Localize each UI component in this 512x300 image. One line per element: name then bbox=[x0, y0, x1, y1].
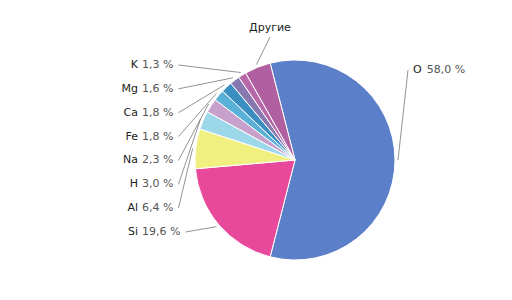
pie bbox=[195, 60, 395, 260]
value-label: 58,0 % bbox=[427, 63, 465, 76]
leader-line bbox=[185, 227, 216, 232]
leader-line bbox=[178, 78, 232, 89]
leader-line bbox=[178, 93, 216, 136]
leader-line bbox=[256, 37, 270, 64]
category-label: Na bbox=[123, 153, 138, 166]
slice bbox=[246, 63, 295, 160]
value-label: 19,6 % bbox=[142, 225, 180, 238]
leader-line bbox=[178, 104, 208, 160]
value-label: 1,3 % bbox=[142, 58, 173, 71]
category-label: H bbox=[130, 177, 138, 190]
category-label: Ca bbox=[124, 106, 138, 119]
value-label: 2,3 % bbox=[142, 153, 173, 166]
category-label: K bbox=[131, 58, 139, 71]
leader-line bbox=[178, 148, 192, 208]
leader-lines bbox=[178, 37, 408, 232]
category-label: Si bbox=[128, 225, 138, 238]
category-label: Fe bbox=[126, 130, 139, 143]
leader-line bbox=[178, 119, 200, 184]
category-label: Mg bbox=[122, 82, 138, 95]
slice bbox=[195, 160, 295, 257]
leader-line bbox=[178, 85, 224, 113]
chart: K1,3 % Mg 1,6 % Ca 1,8 %Fe1,8 % Na 2,3 % H 3,0 %… bbox=[0, 0, 512, 300]
value-label: 1,6 % bbox=[142, 82, 173, 95]
value-label: 1,8 % bbox=[142, 106, 173, 119]
labels: K1,3 % Mg 1,6 % Ca 1,8 %Fe1,8 % Na 2,3 % H 3,0 %… bbox=[122, 21, 466, 238]
leader-line bbox=[398, 70, 408, 160]
value-label: 3,0 % bbox=[142, 177, 173, 190]
value-label: 6,4 % bbox=[142, 201, 173, 214]
leader-line bbox=[178, 65, 240, 73]
value-label: 1,8 % bbox=[142, 130, 173, 143]
category-label: Al bbox=[127, 201, 138, 214]
category-label: Другие bbox=[249, 21, 291, 34]
category-label: O bbox=[413, 63, 422, 76]
